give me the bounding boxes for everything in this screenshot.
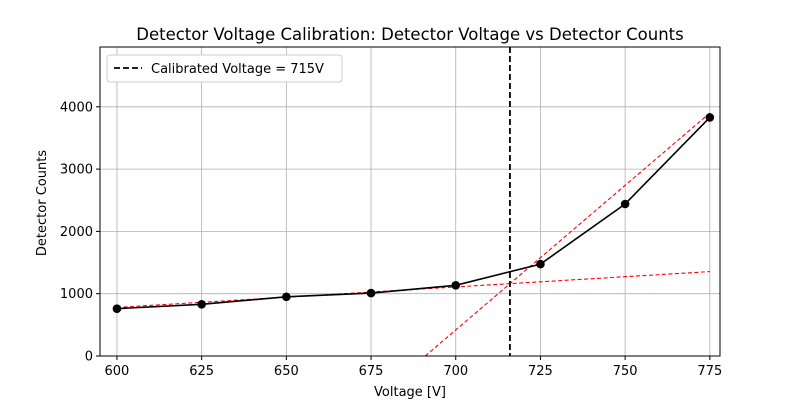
y-tick-label: 4000 [60,100,93,115]
fit-lines [116,112,711,356]
data-point [705,113,715,122]
y-tick-label: 1000 [60,287,93,302]
data-point [536,259,545,269]
x-tick-label: 650 [274,364,299,379]
data-series [112,113,715,313]
x-tick-label: 625 [189,364,214,379]
y-tick-label: 0 [85,350,93,365]
series-line [116,116,711,310]
x-tick-label: 675 [359,364,384,379]
data-point [366,288,376,298]
x-tick-label: 700 [443,364,468,379]
x-tick-label: 600 [105,364,130,379]
y-axis-label: Detector Counts [35,150,50,256]
data-point [282,292,291,302]
y-tick-label: 2000 [60,225,93,240]
x-tick-label: 775 [697,364,722,379]
x-tick-label: 750 [613,364,638,379]
data-point [620,199,630,209]
chart-title: Detector Voltage Calibration: Detector V… [136,25,683,44]
legend: Calibrated Voltage = 715V [106,54,343,83]
data-point [197,299,206,309]
fit-line [116,271,710,308]
plot-frame [99,46,721,357]
legend-box [106,54,343,83]
data-point [451,280,461,290]
legend-entry-calibrated-voltage: Calibrated Voltage = 715V [151,62,324,77]
y-tick-label: 3000 [60,163,93,178]
data-point [112,304,122,313]
x-tick-label: 725 [528,364,553,379]
axis-ticks: 600 625 650 675 700 725 750 775 0 1000 2000 3000 400… [60,100,722,379]
fit-line [424,112,711,356]
x-axis-label: Voltage [V] [374,385,446,400]
